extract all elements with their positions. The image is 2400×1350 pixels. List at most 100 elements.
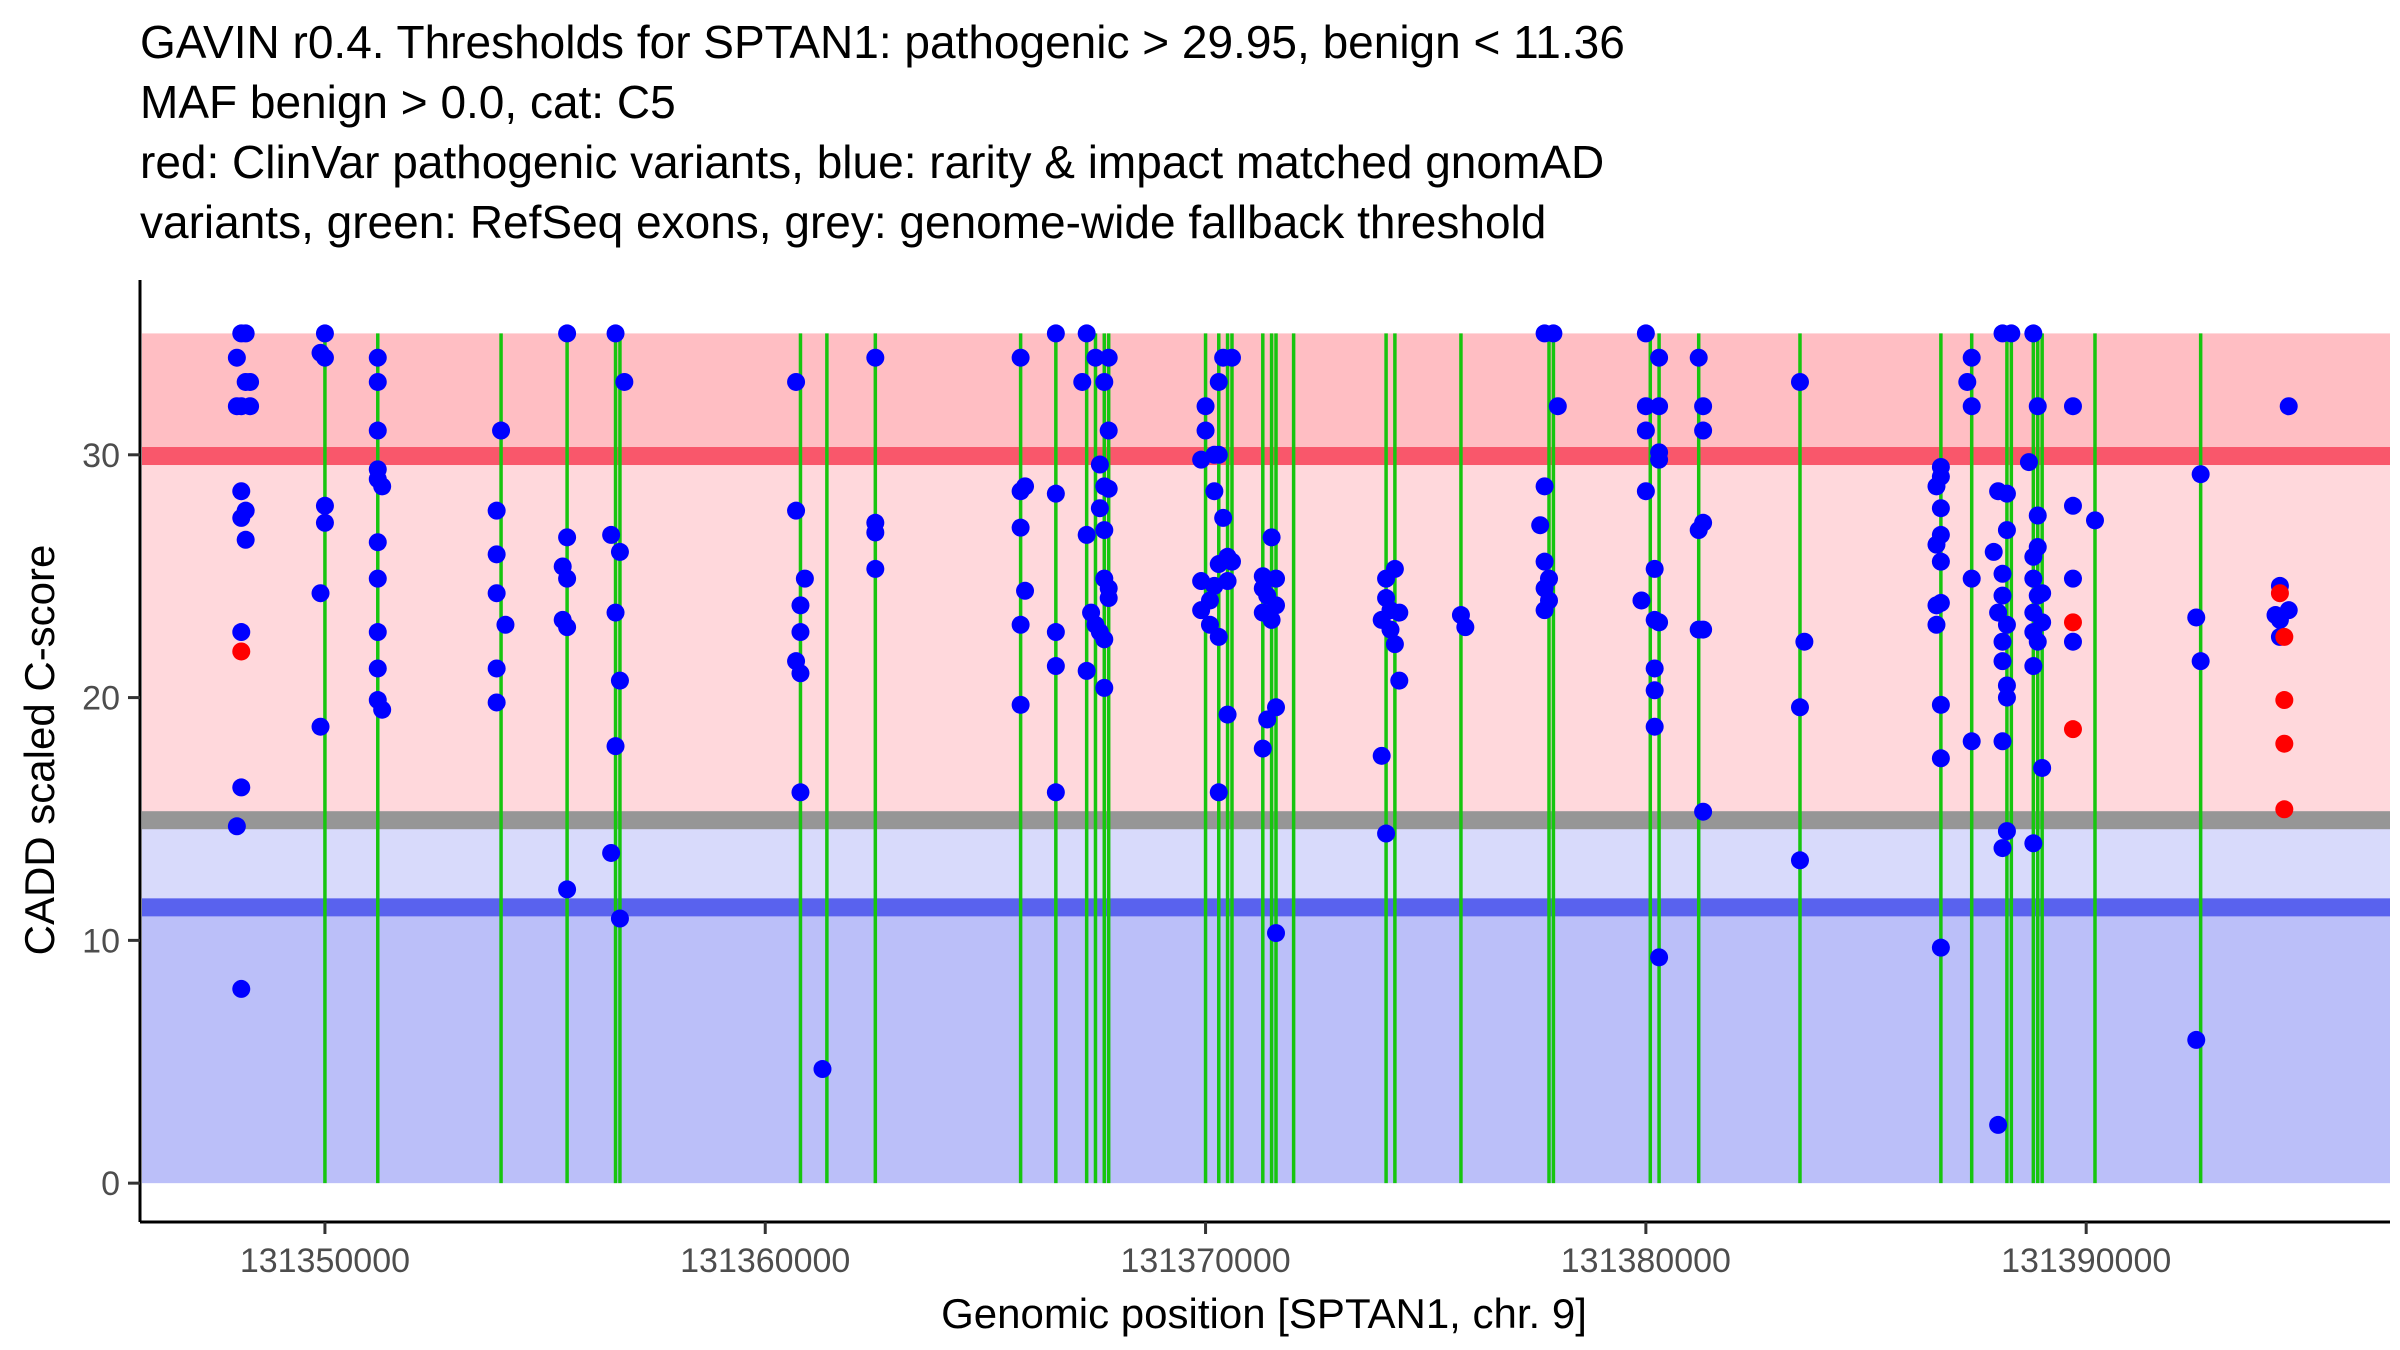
gnomad-point [2063, 397, 2082, 416]
gnomad-point [866, 559, 885, 578]
gnomad-point [232, 623, 251, 642]
gnomad-point [1535, 477, 1554, 496]
gnomad-point [606, 324, 625, 343]
gnomad-point [311, 584, 330, 603]
gnomad-point [610, 671, 629, 690]
gnomad-point [1989, 1115, 2008, 1134]
gnomad-point [373, 477, 392, 496]
gnomad-point [1650, 613, 1669, 632]
gnomad-point [1456, 618, 1475, 637]
gnomad-point [2024, 324, 2043, 343]
gnomad-point [487, 584, 506, 603]
gnomad-point [1385, 635, 1404, 654]
gnomad-point [1222, 348, 1241, 367]
gnomad-point [2024, 657, 2043, 676]
gnomad-point [1267, 569, 1286, 588]
gnomad-point [1267, 596, 1286, 615]
gnomad-point [1636, 324, 1655, 343]
gnomad-point [315, 496, 334, 515]
gnomad-point [232, 482, 251, 501]
gnomad-point [227, 817, 246, 836]
gnomad-point [558, 569, 577, 588]
gnomad-point [368, 372, 387, 391]
y-tick-label: 20 [82, 680, 120, 718]
gnomad-point [1016, 581, 1035, 600]
gnomad-point [2279, 397, 2298, 416]
gnomad-point [1962, 348, 1981, 367]
gnomad-point [227, 348, 246, 367]
clinvar-point [2270, 584, 2289, 603]
gnomad-point [1931, 938, 1950, 957]
gnomad-point [487, 501, 506, 520]
gnomad-point [558, 324, 577, 343]
gnomad-point [1222, 552, 1241, 571]
gnomad-point [2063, 496, 2082, 515]
gnomad-point [1645, 681, 1664, 700]
gnomad-point [1632, 591, 1651, 610]
gnomad-point [2028, 506, 2047, 525]
gnomad-point [791, 596, 810, 615]
gnomad-point [1077, 661, 1096, 680]
gnomad-point [2024, 547, 2043, 566]
x-tick-label: 131390000 [2001, 1242, 2171, 1280]
gnomad-point [791, 783, 810, 802]
gnomad-point [1931, 695, 1950, 714]
gnomad-point [1011, 482, 1030, 501]
chart-title: GAVIN r0.4. Thresholds for SPTAN1: patho… [140, 12, 1625, 252]
clinvar-point [2275, 734, 2294, 753]
gnomad-point [496, 615, 515, 634]
title-line-4: variants, green: RefSeq exons, grey: gen… [140, 196, 1547, 248]
gnomad-point [1086, 348, 1105, 367]
benign-zone [142, 907, 2390, 1184]
gnomad-point [1790, 698, 1809, 717]
gnomad-point [866, 348, 885, 367]
gnomad-point [1099, 589, 1118, 608]
gnomad-point [1011, 695, 1030, 714]
gnomad-point [1196, 397, 1215, 416]
gnomad-point [1645, 717, 1664, 736]
gnomad-point [2063, 632, 2082, 651]
clinvar-point [2063, 613, 2082, 632]
gnomad-point [606, 737, 625, 756]
x-tick-label: 131370000 [1120, 1242, 1290, 1280]
gnomad-point [1548, 397, 1567, 416]
gnomad-point [2266, 606, 2285, 625]
gnomad-point [1377, 824, 1396, 843]
gnomad-point [795, 569, 814, 588]
title-line-2: MAF benign > 0.0, cat: C5 [140, 76, 676, 128]
gnomad-point [315, 348, 334, 367]
gnomad-point [1385, 559, 1404, 578]
gnomad-point [1927, 535, 1946, 554]
x-axis-label: Genomic position [SPTAN1, chr. 9] [941, 1290, 1587, 1337]
gnomad-point [791, 623, 810, 642]
gnomad-point [1993, 652, 2012, 671]
gnomad-point [1095, 630, 1114, 649]
gnomad-point [1694, 397, 1713, 416]
x-tick-label: 131350000 [240, 1242, 410, 1280]
gnomad-point [1046, 657, 1065, 676]
gnomad-point [2063, 569, 2082, 588]
gnomad-point [1694, 421, 1713, 440]
gnomad-point [1927, 477, 1946, 496]
gnomad-point [368, 421, 387, 440]
gnomad-point [1645, 559, 1664, 578]
gnomad-point [1993, 839, 2012, 858]
y-tick-label: 0 [101, 1165, 120, 1203]
pathogenic-threshold-line [142, 447, 2390, 466]
gnomad-point [1931, 552, 1950, 571]
gnomad-point [1077, 525, 1096, 544]
gnomad-point [1984, 542, 2003, 561]
gnomad-point [606, 603, 625, 622]
axes: 0 10 20 30 131350000 131360000 131370000 131380… [82, 280, 2390, 1280]
gnomad-point [1077, 324, 1096, 343]
gnomad-point [1689, 521, 1708, 540]
gnomad-point [1927, 615, 1946, 634]
gnomad-point [368, 533, 387, 552]
x-tick-label: 131380000 [1561, 1242, 1731, 1280]
gnomad-point [2024, 834, 2043, 853]
gnomad-point [2187, 608, 2206, 627]
gnomad-point [2033, 758, 2052, 777]
gnomad-point [791, 664, 810, 683]
gnomad-point [1650, 348, 1669, 367]
gnomad-point [1997, 822, 2016, 841]
